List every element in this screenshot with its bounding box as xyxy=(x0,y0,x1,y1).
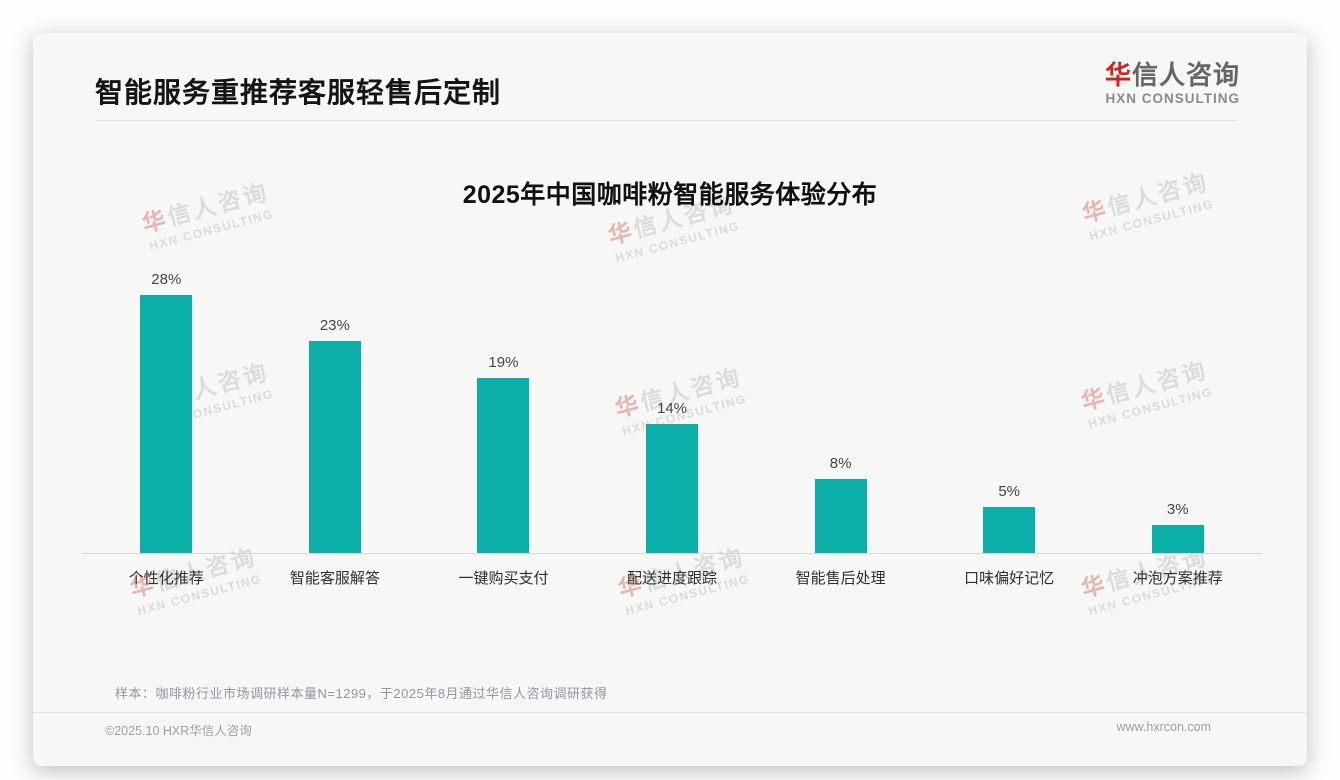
page-title: 智能服务重推荐客服轻售后定制 xyxy=(95,77,502,108)
bar-column: 19% xyxy=(419,255,588,553)
category-label: 智能客服解答 xyxy=(289,570,380,587)
logo-english-name: HXN CONSULTING xyxy=(1105,91,1240,106)
bar xyxy=(477,378,530,553)
bar-value-label: 19% xyxy=(488,354,519,372)
bar xyxy=(814,479,867,553)
x-axis-category-labels: 个性化推荐 智能客服解答 一键购买支付 配送进度跟踪 智能售后处理 口味偏好记忆 冲泡方案推… xyxy=(82,567,1262,588)
sample-note: 样本：咖啡粉行业市场调研样本量N=1299，于2025年8月通过华信人咨询调研获… xyxy=(115,686,608,701)
bar-column: 14% xyxy=(588,255,757,553)
copyright-text: ©2025.10 HXR华信人咨询 xyxy=(105,724,252,738)
category-label: 配送进度跟踪 xyxy=(627,570,718,587)
bar-value-label: 28% xyxy=(151,271,182,289)
x-axis-line xyxy=(82,553,1262,554)
bar-column: 8% xyxy=(756,255,925,553)
bar xyxy=(983,507,1036,553)
website-url: www.hxrcon.com xyxy=(1116,720,1211,734)
logo-chinese-name: 华信人咨询 xyxy=(1105,59,1240,91)
bar-column: 28% xyxy=(82,255,251,553)
logo-name-rest: 信人咨询 xyxy=(1131,60,1240,90)
bar-value-label: 23% xyxy=(319,317,350,335)
logo-accent-char: 华 xyxy=(1104,60,1132,90)
chart-title: 2025年中国咖啡粉智能服务体验分布 xyxy=(462,181,878,209)
footer-divider xyxy=(33,712,1307,713)
bar-value-label: 3% xyxy=(1166,501,1189,519)
bar-column: 23% xyxy=(251,255,420,553)
bar-column: 5% xyxy=(925,255,1094,553)
category-label: 智能售后处理 xyxy=(795,570,886,587)
category-label: 个性化推荐 xyxy=(128,570,204,587)
bar-chart-plot: 28% 23% 19% 14% 8% 5% 3% xyxy=(82,255,1262,553)
bar xyxy=(1151,525,1204,553)
watermark-accent-char: 华 xyxy=(605,217,638,250)
watermark-en-text: HXN CONSULTING xyxy=(147,206,276,254)
bar xyxy=(646,424,699,553)
bar-value-label: 5% xyxy=(998,483,1021,500)
company-logo: 华信人咨询 HXN CONSULTING xyxy=(1105,59,1240,106)
header-divider xyxy=(95,120,1237,121)
bar-value-label: 8% xyxy=(829,455,852,473)
bar-column: 3% xyxy=(1093,255,1262,553)
category-label: 一键购买支付 xyxy=(458,570,549,587)
bar xyxy=(308,341,361,553)
category-label: 口味偏好记忆 xyxy=(964,570,1055,587)
bar xyxy=(140,295,193,553)
slide-card: 华信人咨询 HXN CONSULTING 华信人咨询 HXN CONSULTING 华信… xyxy=(33,33,1307,766)
category-label: 冲泡方案推荐 xyxy=(1132,570,1223,587)
bar-value-label: 14% xyxy=(657,400,688,418)
